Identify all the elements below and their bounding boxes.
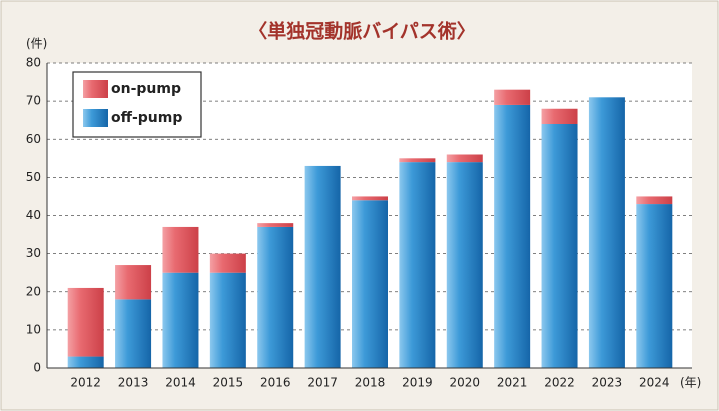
bar-segment bbox=[446, 162, 483, 368]
legend-swatch bbox=[83, 109, 108, 127]
y-tick-label: 20 bbox=[26, 284, 41, 298]
x-tick-label: 2024 bbox=[639, 376, 670, 390]
x-tick-label: 2016 bbox=[260, 376, 291, 390]
x-tick-label: 2021 bbox=[497, 376, 528, 390]
legend-label: on-pump bbox=[111, 81, 181, 97]
chart-title: 〈単独冠動脈バイパス術〉 bbox=[248, 20, 476, 43]
legend: on-pump off-pump bbox=[72, 71, 202, 138]
bar-segment bbox=[636, 196, 673, 205]
bar-segment bbox=[67, 287, 104, 357]
bar-segment bbox=[257, 223, 294, 227]
bar-segment bbox=[115, 265, 152, 300]
y-tick-label: 50 bbox=[26, 170, 41, 184]
x-tick-label: 2017 bbox=[307, 376, 338, 390]
bar-segment bbox=[494, 89, 531, 105]
bar-segment bbox=[541, 124, 578, 368]
bar-segment bbox=[541, 108, 578, 124]
x-tick-label: 2023 bbox=[592, 376, 623, 390]
y-axis-label: (件) bbox=[26, 37, 47, 51]
y-tick-label: 80 bbox=[26, 56, 41, 70]
x-axis-label: (年) bbox=[680, 376, 701, 390]
bar-segment bbox=[494, 104, 531, 368]
bar-segment bbox=[446, 154, 483, 163]
y-tick-label: 0 bbox=[33, 361, 41, 375]
bar-segment bbox=[304, 165, 341, 368]
bar-segment bbox=[352, 200, 388, 368]
bar-segment bbox=[162, 272, 199, 368]
y-tick-label: 60 bbox=[26, 132, 41, 146]
bar-segment bbox=[588, 97, 625, 368]
x-tick-label: 2015 bbox=[213, 376, 244, 390]
bar-segment bbox=[115, 299, 152, 368]
y-tick-label: 10 bbox=[26, 322, 41, 336]
bar-segment bbox=[209, 253, 246, 273]
x-tick-label: 2022 bbox=[544, 376, 575, 390]
bar-segment bbox=[399, 158, 436, 163]
bar-segment bbox=[399, 162, 436, 368]
bar-segment bbox=[636, 204, 673, 368]
y-tick-label: 30 bbox=[26, 246, 41, 260]
y-tick-label: 40 bbox=[26, 208, 41, 222]
x-tick-label: 2013 bbox=[118, 376, 149, 390]
legend-swatch bbox=[83, 80, 108, 98]
bar-segment bbox=[67, 356, 104, 368]
bar-segment bbox=[257, 226, 294, 368]
x-tick-label: 2020 bbox=[449, 376, 480, 390]
bar-segment bbox=[162, 226, 199, 273]
x-tick-label: 2014 bbox=[165, 376, 196, 390]
x-tick-label: 2019 bbox=[402, 376, 433, 390]
bar-segment bbox=[209, 272, 246, 368]
bar-segment bbox=[352, 196, 388, 201]
y-tick-label: 70 bbox=[26, 94, 41, 108]
x-tick-label: 2018 bbox=[355, 376, 386, 390]
x-tick-label: 2012 bbox=[70, 376, 101, 390]
legend-label: off-pump bbox=[111, 110, 182, 126]
